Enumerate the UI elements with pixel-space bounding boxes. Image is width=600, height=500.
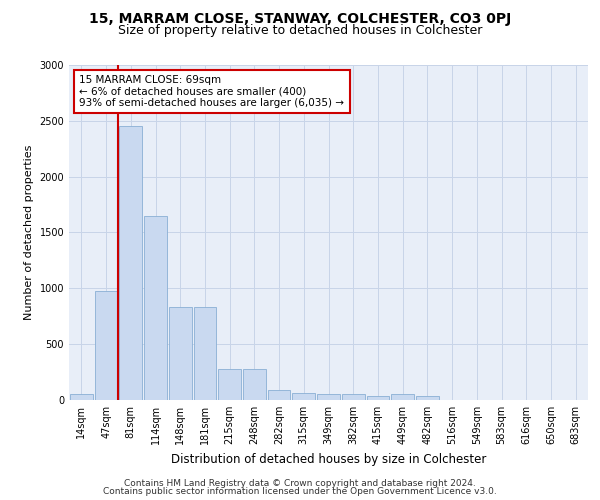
Bar (218, 368, 241, 400)
Text: 15, MARRAM CLOSE, STANWAY, COLCHESTER, CO3 0PJ: 15, MARRAM CLOSE, STANWAY, COLCHESTER, C… (89, 12, 511, 26)
Bar (119, 126, 142, 400)
Text: 15 MARRAM CLOSE: 69sqm
← 6% of detached houses are smaller (400)
93% of semi-det: 15 MARRAM CLOSE: 69sqm ← 6% of detached … (79, 75, 344, 108)
Bar (70, 394, 93, 400)
Bar (194, 308, 216, 400)
X-axis label: Distribution of detached houses by size in Colchester: Distribution of detached houses by size … (171, 452, 486, 466)
Text: Size of property relative to detached houses in Colchester: Size of property relative to detached ho… (118, 24, 482, 37)
Bar (144, 216, 167, 400)
Bar (317, 394, 340, 400)
Bar (292, 392, 315, 400)
Bar (95, 290, 118, 400)
Bar (416, 396, 439, 400)
Bar (243, 368, 266, 400)
Text: Contains public sector information licensed under the Open Government Licence v3: Contains public sector information licen… (103, 487, 497, 496)
Bar (169, 308, 191, 400)
Y-axis label: Number of detached properties: Number of detached properties (24, 145, 34, 320)
Bar (342, 394, 365, 400)
Text: Contains HM Land Registry data © Crown copyright and database right 2024.: Contains HM Land Registry data © Crown c… (124, 478, 476, 488)
Bar (391, 394, 414, 400)
Bar (268, 390, 290, 400)
Bar (367, 396, 389, 400)
